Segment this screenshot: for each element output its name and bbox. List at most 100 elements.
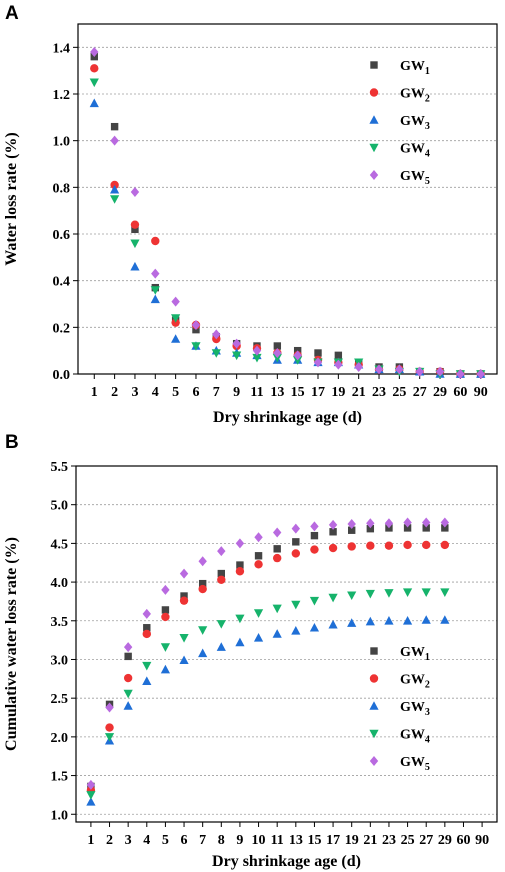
y-tick-label: 1.4 <box>53 41 71 56</box>
legend-marker-gw5 <box>369 170 379 180</box>
chart-a-plot-frame <box>77 23 498 375</box>
x-tick-label: 9 <box>236 833 243 848</box>
data-point-gw4 <box>171 314 181 323</box>
x-tick-label: 90 <box>474 385 488 400</box>
data-point-gw5 <box>293 350 302 361</box>
data-point-gw1 <box>273 342 282 350</box>
x-tick-label: 15 <box>291 385 305 400</box>
data-point-gw4 <box>216 620 226 629</box>
data-point-gw5 <box>272 527 282 538</box>
chart-b-y-ticks: 1.0 1.5 2.0 2.5 3.0 3.5 4.0 4.5 5.0 5.5 <box>51 460 76 823</box>
y-tick-label: 2.0 <box>51 731 69 746</box>
data-point-gw2 <box>151 236 160 246</box>
legend-marker-gw2 <box>369 674 379 683</box>
chart-b-x-ticks: 1 2 3 4 5 6 7 8 9 10 11 13 15 17 19 21 23 25 27 29 60 90 <box>87 822 489 848</box>
data-point-gw5 <box>151 268 160 279</box>
data-point-gw2 <box>422 540 431 550</box>
legend-label-gw5: GW5 <box>400 169 430 187</box>
data-point-gw3 <box>216 642 226 651</box>
data-point-gw3 <box>123 701 133 710</box>
x-tick-label: 1 <box>87 833 94 848</box>
x-tick-label: 13 <box>289 833 303 848</box>
data-point-gw3 <box>347 618 357 627</box>
legend-marker-gw1 <box>370 647 378 655</box>
data-point-gw2 <box>179 596 189 605</box>
panel-label-a: A <box>5 3 19 24</box>
data-point-gw5 <box>435 366 445 377</box>
x-tick-label: 3 <box>131 385 138 400</box>
data-point-gw5 <box>232 338 241 349</box>
data-point-gw5 <box>422 517 431 528</box>
data-point-gw3 <box>150 294 160 304</box>
data-point-gw2 <box>142 629 151 639</box>
chart-b-points <box>86 517 450 806</box>
data-point-gw2 <box>161 612 170 622</box>
data-point-gw5 <box>366 518 375 529</box>
y-tick-label: 0.4 <box>53 275 71 290</box>
data-point-gw1 <box>161 606 170 614</box>
data-point-gw3 <box>160 664 171 674</box>
chart-b-y-axis-title: Cumulative water loss rate (%) <box>3 537 20 751</box>
data-point-gw2 <box>440 540 450 550</box>
data-point-gw2 <box>235 567 245 576</box>
y-tick-label: 0.8 <box>53 181 71 196</box>
data-point-gw5 <box>476 369 485 379</box>
data-point-gw5 <box>171 296 180 307</box>
data-point-gw1 <box>334 351 343 360</box>
data-point-gw2 <box>403 540 412 550</box>
x-tick-label: 5 <box>162 833 169 848</box>
data-point-gw4 <box>347 591 357 601</box>
data-point-gw5 <box>191 320 201 330</box>
data-point-gw5 <box>334 359 343 370</box>
x-tick-label: 5 <box>172 385 179 400</box>
x-tick-label: 6 <box>192 385 199 400</box>
x-tick-label: 9 <box>233 385 240 400</box>
data-point-gw3 <box>328 619 338 629</box>
data-point-gw5 <box>123 642 133 653</box>
legend-label-gw4: GW4 <box>400 728 430 746</box>
x-tick-label: 27 <box>419 833 433 848</box>
data-point-gw4 <box>123 689 133 699</box>
legend-label-gw5: GW5 <box>400 755 430 773</box>
chart-a: 0.00.20.40.60.81.01.21.4 1 2 3 4 5 6 7 9 11 13 15 1… <box>3 23 498 426</box>
data-point-gw4 <box>293 356 303 365</box>
x-tick-label: 60 <box>456 833 470 848</box>
chart-b-plot-frame <box>75 465 498 823</box>
data-point-gw2 <box>123 673 133 683</box>
data-point-gw4 <box>86 791 96 800</box>
data-point-gw5 <box>347 519 356 530</box>
data-point-gw3 <box>365 616 375 626</box>
data-point-gw2 <box>328 543 338 553</box>
chart-a-y-axis-title: Water loss rate (%) <box>3 132 20 265</box>
x-tick-label: 90 <box>475 833 489 848</box>
x-tick-label: 10 <box>252 833 266 848</box>
legend-label-gw4: GW4 <box>400 142 430 160</box>
legend-label-gw3: GW3 <box>400 700 430 718</box>
data-point-gw1 <box>110 122 119 131</box>
data-point-gw2 <box>105 723 114 732</box>
data-point-gw3 <box>235 637 245 647</box>
legend-label-gw1: GW1 <box>400 645 430 663</box>
data-point-gw2 <box>130 220 140 229</box>
x-tick-label: 2 <box>106 833 113 848</box>
data-point-gw2 <box>198 584 207 594</box>
data-point-gw4 <box>252 353 262 363</box>
data-point-gw3 <box>253 633 264 642</box>
data-point-gw2 <box>384 541 394 550</box>
data-point-gw2 <box>291 549 301 558</box>
x-tick-label: 17 <box>326 833 340 848</box>
y-tick-label: 5.0 <box>51 499 69 514</box>
chart-a-legend: GW1 GW2 GW3 GW4 GW5 <box>369 59 430 187</box>
x-tick-label: 23 <box>372 385 386 400</box>
y-tick-label: 5.5 <box>51 460 69 475</box>
legend-marker-gw3 <box>369 115 379 124</box>
data-point-gw2 <box>310 545 319 554</box>
data-point-gw5 <box>105 702 114 713</box>
data-point-gw5 <box>110 135 119 146</box>
data-point-gw4 <box>384 589 394 598</box>
panel-label-b: B <box>5 432 19 453</box>
data-point-gw5 <box>86 779 96 790</box>
x-tick-label: 6 <box>181 833 188 848</box>
y-tick-label: 1.0 <box>53 135 71 150</box>
